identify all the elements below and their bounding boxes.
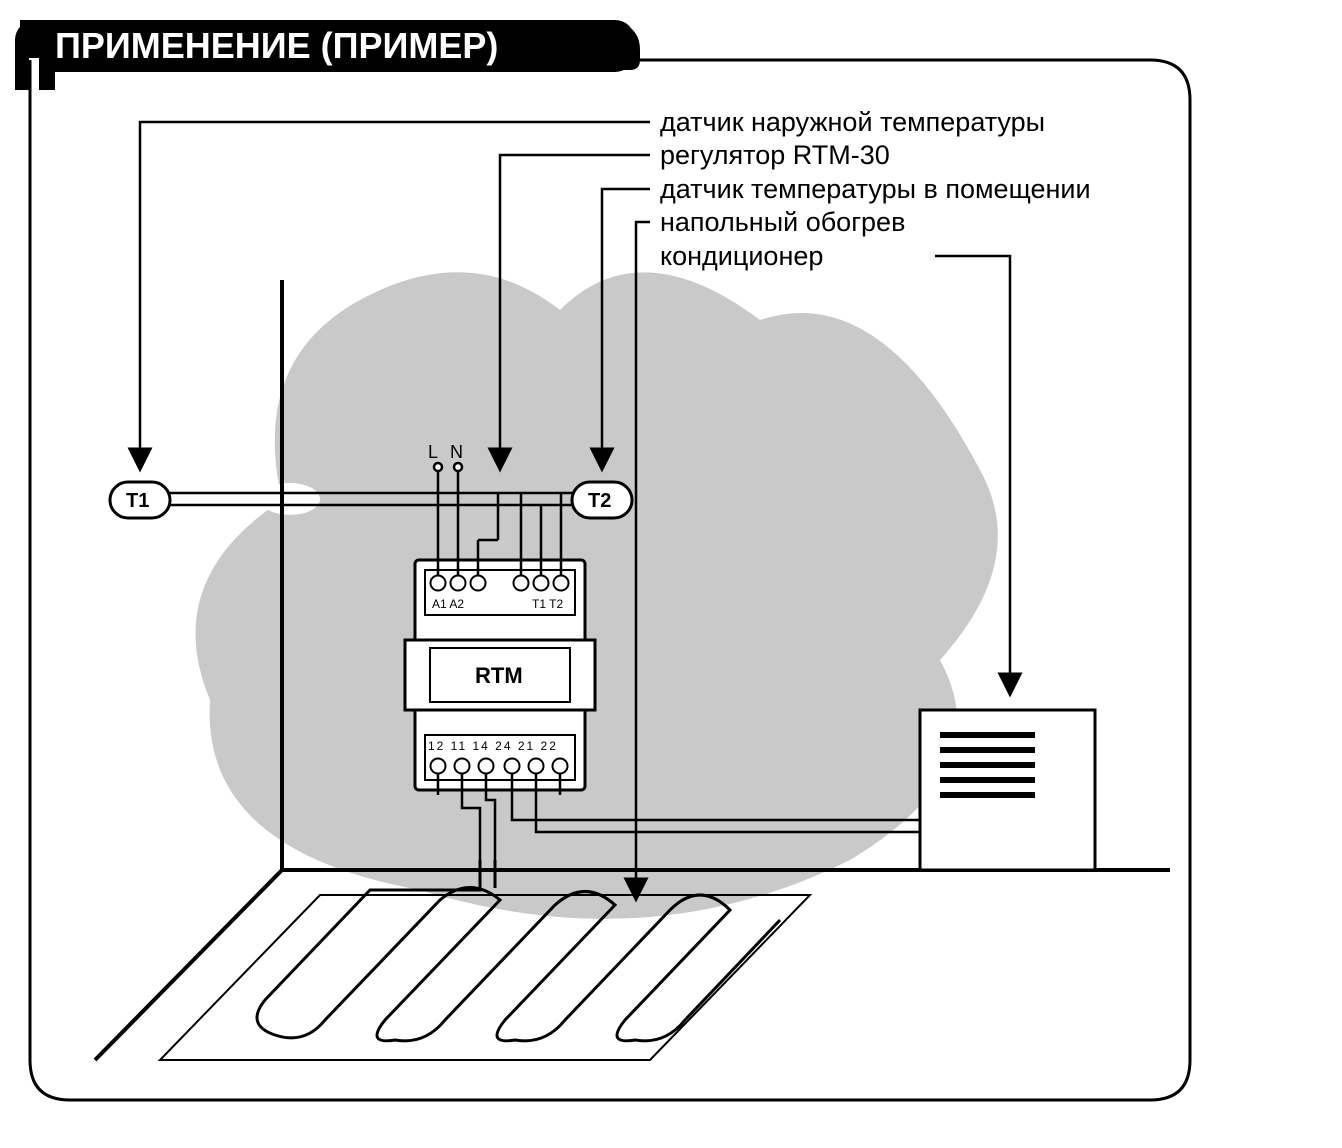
rtm-device: A1 A2 T1 T2 RTM 12 11 14 24 21 22 [405,560,595,790]
power-n-label: N [450,442,463,462]
terminals-bottom: 12 11 14 24 21 22 [428,739,558,753]
label-air-conditioner: кондиционер [660,241,823,271]
sensor-t2: T2 [572,482,632,518]
terminals-a1a2: A1 A2 [432,597,464,611]
sensor-t1: T1 [110,482,170,518]
section-title: ПРИМЕНЕНИЕ (ПРИМЕР) [55,25,498,66]
air-conditioner [920,710,1095,870]
device-label: RTM [475,663,523,688]
power-l-label: L [428,442,438,462]
application-example-diagram: ПРИМЕНЕНИЕ (ПРИМЕР) [0,0,1342,1148]
label-floor-heating: напольный обогрев [660,207,905,237]
label-outdoor-sensor: датчик наружной температуры [660,107,1045,137]
sensor-t1-label: T1 [126,490,149,512]
room-shadow [195,272,997,919]
sensor-t2-label: T2 [588,490,611,512]
terminals-t1t2: T1 T2 [532,597,563,611]
diagram-svg: ПРИМЕНЕНИЕ (ПРИМЕР) [0,0,1342,1148]
label-regulator: регулятор RTM-30 [660,140,890,170]
label-indoor-sensor: датчик температуры в помещении [660,174,1091,204]
